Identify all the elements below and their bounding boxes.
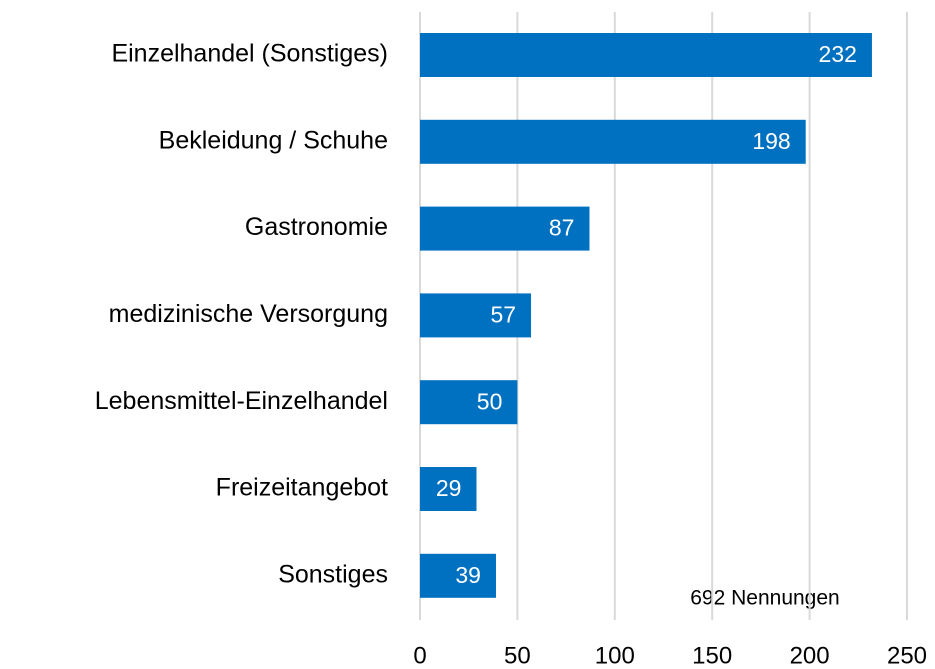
bar xyxy=(420,467,477,511)
value-label: 57 xyxy=(490,301,516,327)
value-label: 232 xyxy=(819,41,857,67)
value-label: 50 xyxy=(477,388,503,414)
value-label: 39 xyxy=(455,562,481,588)
x-tick-label: 50 xyxy=(504,642,531,669)
category-label: medizinische Versorgung xyxy=(109,300,388,328)
category-label: Freizeitangebot xyxy=(216,474,388,502)
category-label: Gastronomie xyxy=(245,213,388,241)
category-label: Lebensmittel-Einzelhandel xyxy=(95,387,388,415)
bar xyxy=(420,206,590,251)
x-tick-label: 100 xyxy=(595,642,635,669)
category-label: Einzelhandel (Sonstiges) xyxy=(111,40,388,68)
x-tick-label: 0 xyxy=(413,642,426,669)
bar xyxy=(420,33,872,77)
x-tick-label: 150 xyxy=(692,642,732,669)
category-label: Sonstiges xyxy=(278,560,388,588)
x-tick-label: 200 xyxy=(790,642,830,669)
bar xyxy=(420,380,518,425)
value-label: 87 xyxy=(549,215,575,241)
annotation: 692 Nennungen xyxy=(690,587,839,610)
bar xyxy=(420,553,496,598)
value-label: 29 xyxy=(436,475,462,501)
value-label: 198 xyxy=(752,128,790,154)
category-label: Bekleidung / Schuhe xyxy=(159,126,388,154)
x-tick-label: 250 xyxy=(887,642,927,669)
bar xyxy=(420,119,806,164)
bar xyxy=(420,293,532,338)
